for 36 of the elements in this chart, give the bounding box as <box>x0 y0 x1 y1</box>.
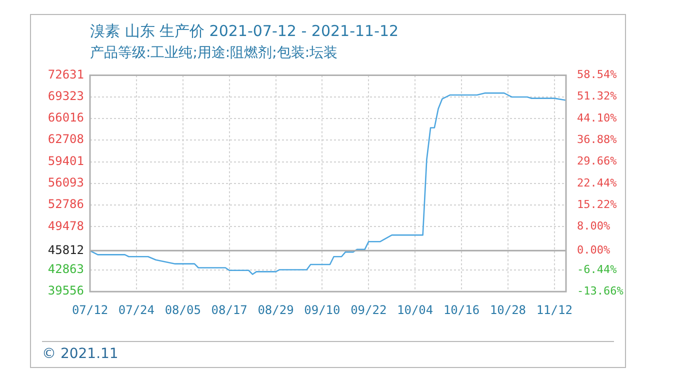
x-tick-label: 10/16 <box>443 302 480 317</box>
y2-tick-label: 51.32% <box>577 90 618 103</box>
y-tick-label: 39556 <box>48 284 84 298</box>
y2-tick-label: 22.44% <box>577 176 618 190</box>
y2-tick-label: 36.88% <box>577 132 618 146</box>
x-tick-label: 09/10 <box>304 302 340 317</box>
x-tick-label: 11/12 <box>536 302 572 317</box>
y-tick-label: 52786 <box>48 197 84 212</box>
y-tick-label: 49478 <box>48 218 84 233</box>
y2-tick-label: 15.22% <box>577 198 618 211</box>
y2-tick-label: 58.54% <box>577 68 618 82</box>
y-tick-label: 66016 <box>48 110 84 125</box>
y2-tick-label: -13.66% <box>577 284 624 298</box>
x-tick-label: 08/29 <box>258 302 294 317</box>
y2-tick-label: 8.00% <box>577 220 610 233</box>
y2-tick-label: -6.44% <box>577 262 618 276</box>
x-tick-label: 07/12 <box>72 302 108 317</box>
y-tick-label: 59401 <box>48 154 84 168</box>
x-tick-label: 08/17 <box>211 302 248 317</box>
y2-tick-label: 29.66% <box>577 154 618 168</box>
x-tick-label: 07/24 <box>118 302 154 317</box>
y2-tick-label: 0.00% <box>577 244 610 257</box>
x-tick-label: 08/05 <box>164 302 201 317</box>
x-tick-label: 09/22 <box>350 302 387 317</box>
chart-subtitle: 产品等级:工业纯;用途:阻燃剂;包装:坛装 <box>90 44 338 62</box>
y-tick-label: 45812 <box>48 242 84 257</box>
y2-tick-label: 44.10% <box>577 111 618 124</box>
x-tick-label: 10/04 <box>397 302 434 317</box>
y-tick-label: 72631 <box>48 67 84 82</box>
chart-title: 溴素 山东 生产价 2021-07-12 - 2021-11-12 <box>90 22 399 41</box>
y-tick-label: 69323 <box>48 88 84 103</box>
y-tick-label: 62708 <box>48 132 84 146</box>
y-tick-label: 56093 <box>48 176 84 190</box>
x-tick-label: 10/28 <box>490 302 526 317</box>
text: © 2021.11 <box>42 341 614 362</box>
y-tick-label: 42863 <box>48 262 84 276</box>
